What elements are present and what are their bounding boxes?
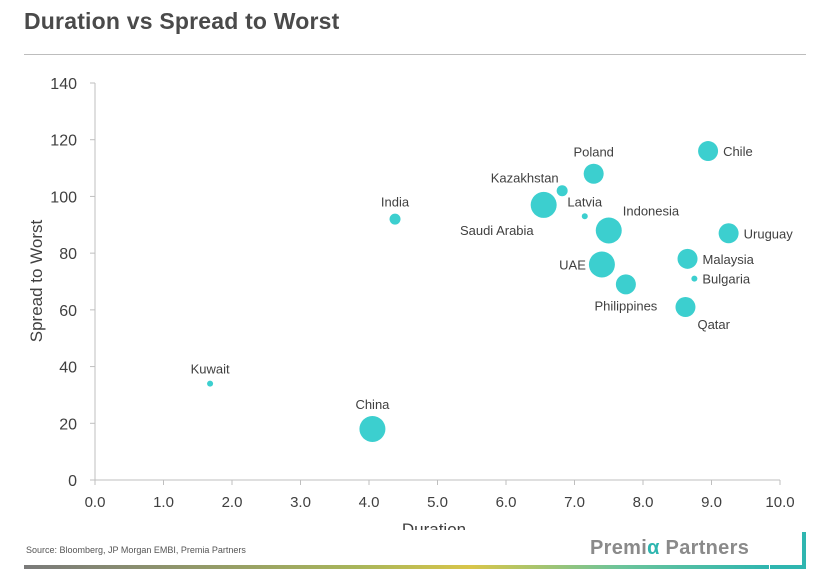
chart-points: Chile Poland Kazakhstan Saudi Arabia India La… <box>191 141 794 442</box>
bubble-latvia <box>581 213 588 220</box>
brand-suffix: Partners <box>659 537 750 559</box>
y-tick-label: 0 <box>68 473 77 490</box>
bubble-saudi-arabia <box>530 191 557 218</box>
chart-axes: 0.0 1.0 2.0 3.0 4.0 5.0 6.0 7.0 8.0 9.0 10.0 0 20 40 6… <box>50 76 794 511</box>
point-label-latvia: Latvia <box>567 194 602 209</box>
y-tick-label: 40 <box>59 360 77 377</box>
x-tick-label: 2.0 <box>222 494 243 511</box>
x-tick-label: 4.0 <box>359 494 380 511</box>
bubble-poland <box>583 163 604 184</box>
point-china: China <box>355 397 390 442</box>
y-tick-label: 80 <box>59 246 77 263</box>
point-label-kuwait: Kuwait <box>191 362 230 377</box>
x-tick-label: 5.0 <box>427 494 448 511</box>
point-kuwait: Kuwait <box>191 362 230 387</box>
y-tick-label: 120 <box>50 133 77 150</box>
y-tick-label: 60 <box>59 303 77 320</box>
y-axis-label: Spread to Worst <box>27 219 46 342</box>
bubble-malaysia <box>677 248 698 269</box>
point-saudi-arabia: Saudi Arabia <box>460 191 557 238</box>
point-qatar: Qatar <box>675 297 731 332</box>
brand-alpha: α <box>647 537 660 559</box>
x-axis-label: Duration <box>402 520 466 530</box>
point-label-poland: Poland <box>573 145 613 160</box>
bubble-bulgaria <box>691 275 698 282</box>
point-uae: UAE <box>559 251 615 278</box>
bubble-china <box>359 415 386 442</box>
brand-prefix: Premi <box>590 537 648 559</box>
bubble-uruguay <box>718 223 739 244</box>
point-philippines: Philippines <box>594 274 658 313</box>
point-label-uruguay: Uruguay <box>744 226 794 241</box>
point-label-indonesia: Indonesia <box>623 203 680 218</box>
point-india: India <box>381 195 410 225</box>
point-kazakhstan: Kazakhstan <box>491 170 568 197</box>
point-bulgaria: Bulgaria <box>691 272 751 287</box>
title-divider <box>24 54 806 55</box>
scatter-chart: 0.0 1.0 2.0 3.0 4.0 5.0 6.0 7.0 8.0 9.0 10.0 0 20 40 6… <box>27 76 795 530</box>
y-tick-label: 140 <box>50 76 77 93</box>
point-label-saudi-arabia: Saudi Arabia <box>460 223 534 238</box>
point-chile: Chile <box>698 141 753 162</box>
x-tick-label: 3.0 <box>290 494 311 511</box>
point-label-kazakhstan: Kazakhstan <box>491 170 559 185</box>
x-tick-label: 7.0 <box>564 494 585 511</box>
point-label-chile: Chile <box>723 144 753 159</box>
y-tick-label: 100 <box>50 189 77 206</box>
point-label-uae: UAE <box>559 257 586 272</box>
point-poland: Poland <box>573 145 614 184</box>
bubble-kuwait <box>207 380 214 387</box>
brand-corner-mark <box>770 532 806 569</box>
x-tick-label: 10.0 <box>765 494 794 511</box>
point-label-bulgaria: Bulgaria <box>702 272 750 287</box>
point-label-malaysia: Malaysia <box>703 252 755 267</box>
bubble-kazakhstan <box>556 185 568 197</box>
x-tick-label: 6.0 <box>496 494 517 511</box>
point-label-china: China <box>355 397 390 412</box>
point-label-india: India <box>381 195 410 210</box>
point-label-philippines: Philippines <box>594 298 657 313</box>
brand-gradient-line <box>24 565 769 569</box>
x-tick-label: 0.0 <box>85 494 106 511</box>
x-tick-label: 9.0 <box>701 494 722 511</box>
point-uruguay: Uruguay <box>718 223 794 244</box>
bubble-philippines <box>615 274 636 295</box>
brand-logo: Premiα Partners <box>590 537 749 560</box>
point-malaysia: Malaysia <box>677 248 755 269</box>
chart-title: Duration vs Spread to Worst <box>24 8 340 34</box>
x-tick-label: 1.0 <box>153 494 174 511</box>
bubble-uae <box>588 251 615 278</box>
point-latvia: Latvia <box>567 194 603 220</box>
point-label-qatar: Qatar <box>697 317 730 332</box>
bubble-qatar <box>675 297 696 318</box>
point-indonesia: Indonesia <box>595 203 680 244</box>
source-note: Source: Bloomberg, JP Morgan EMBI, Premi… <box>26 545 246 555</box>
x-tick-label: 8.0 <box>633 494 654 511</box>
bubble-indonesia <box>595 217 622 244</box>
y-tick-label: 20 <box>59 416 77 433</box>
bubble-chile <box>698 141 719 162</box>
bubble-india <box>389 213 401 225</box>
